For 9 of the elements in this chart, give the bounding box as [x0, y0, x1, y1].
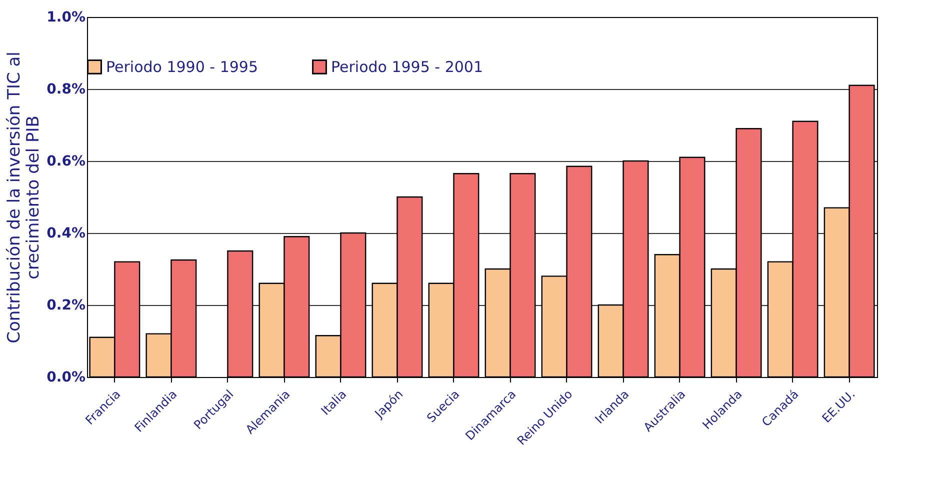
- y-axis-title: Contribución de la inversión TIC al crecimiento del PIB: [4, 52, 44, 344]
- y-tick-label: 0.4%: [46, 226, 86, 242]
- legend-label: Periodo 1990 - 1995: [106, 58, 258, 76]
- y-tick-label: 0.2%: [46, 298, 86, 314]
- y-tick-label: 0.8%: [46, 82, 86, 98]
- y-tick-label: 0.6%: [46, 154, 86, 170]
- y-tick-label: 0.0%: [46, 370, 86, 386]
- legend-label: Periodo 1995 - 2001: [331, 58, 484, 76]
- y-tick-label: 1.0%: [46, 10, 86, 26]
